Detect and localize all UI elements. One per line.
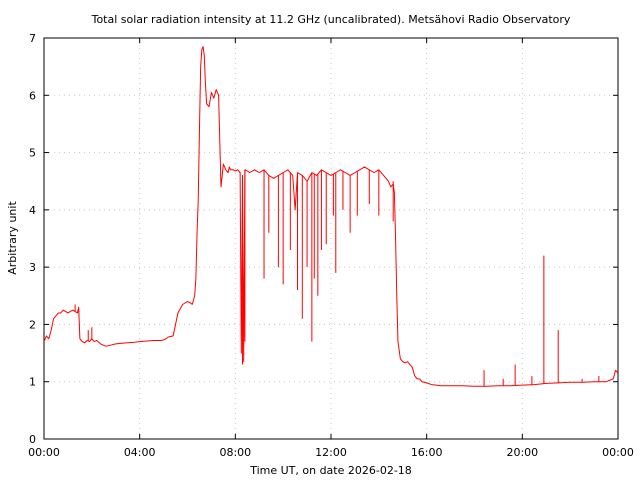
x-tick-label: 04:00: [124, 446, 156, 459]
axis-ticks: 00:00 04:00 08:00 12:00 16:00 20:00 00:0001234…: [28, 32, 634, 459]
grid: [44, 38, 618, 439]
x-tick-label: 12:00: [315, 446, 347, 459]
x-tick-label: 20:00: [506, 446, 538, 459]
y-tick-label: 3: [29, 261, 36, 274]
y-tick-label: 1: [29, 376, 36, 389]
y-tick-label: 7: [29, 32, 36, 45]
x-axis-label: Time UT, on date 2026-02-18: [249, 464, 412, 477]
y-tick-label: 4: [29, 204, 36, 217]
y-tick-label: 0: [29, 433, 36, 446]
x-tick-label: 08:00: [219, 446, 251, 459]
x-tick-label: 00:00: [28, 446, 60, 459]
y-tick-label: 2: [29, 318, 36, 331]
y-tick-label: 5: [29, 147, 36, 160]
x-tick-label: 00:00: [602, 446, 634, 459]
series-layer: [43, 46, 619, 387]
y-axis-label: Arbitrary unit: [6, 201, 19, 275]
x-tick-label: 16:00: [411, 446, 443, 459]
chart-title: Total solar radiation intensity at 11.2 …: [91, 13, 571, 26]
y-tick-label: 6: [29, 89, 36, 102]
